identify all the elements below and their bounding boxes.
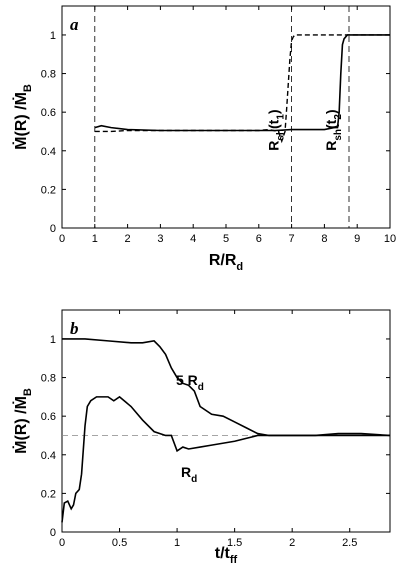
panel-a-y-tick-label: 1 [50,30,56,42]
panel-a-x-tick-label: 3 [157,233,163,245]
panel-a-x-tick-label: 4 [190,233,196,245]
panel-a-x-tick-label: 5 [223,233,229,245]
shock-radius-annotation-part: R [323,141,339,151]
shock-radius-annotation-part: ) [266,109,282,114]
panel-a-x-axis-label-sub: d [236,261,243,273]
shock-radius-annotation-part: 2 [333,114,344,120]
series-label-rd-main: R [181,464,191,480]
series-label-5rd-sub: d [198,382,204,393]
panel-a-y-ticks: 0 0.2 0.4 0.6 0.8 1 [41,30,390,235]
series-label-5rd-main: 5 R [176,372,198,388]
panel-b-x-axis-label-sub: ff [230,554,238,566]
panel-a-y-tick-label: 0.4 [41,146,56,158]
panel-b-x-axis-label-main: t/t [215,545,231,562]
panel-a: 0 1 2 3 4 5 6 7 8 9 10 00.20.40.60.81 Rsh(t1)Rsh(t… [12,5,396,273]
panel-a-x-tick-label: 7 [289,233,295,245]
series-line-solid [94,34,390,132]
panel-b-y-tick-label: 0.6 [41,411,56,423]
panel-b-y-axis-label: Ṁ(R) /ṀB [12,388,34,454]
shock-radius-annotation: Rsh(t1) [266,109,287,150]
panel-b-x-tick-label: 2 [289,537,295,549]
panel-a-y-tick-label: 0.6 [41,107,56,119]
panel-a-y-axis-label-sub: B [22,84,34,92]
panel-a-y-tick-label: 0 [50,223,56,235]
panel-a-x-tick-label: 2 [125,233,131,245]
panel-b-series [61,338,391,523]
panel-b-y-tick-label: 0.2 [41,488,56,500]
panel-b-x-tick-label: 2.5 [342,537,357,549]
panel-b-y-axis-label-main: Ṁ(R) /Ṁ [12,396,30,454]
panel-a-x-axis-label-main: R/R [209,252,237,269]
panel-a-x-axis-label: R/Rd [209,252,243,273]
panel-a-x-tick-label: 0 [59,233,65,245]
panel-b-x-axis-label: t/tff [215,545,238,566]
shock-radius-annotation-part: 1 [276,114,287,120]
panel-b-frame [61,309,391,533]
panel-b-y-axis-label-sub: B [22,388,34,396]
series-line-5rd [62,338,391,437]
panel-a-x-tick-label: 10 [384,233,396,245]
panel-b: 0 0.5 1 1.5 2 2.5 00.20.40.60.81 b 5 Rd Rd t/… [12,309,391,566]
panel-a-x-tick-label: 1 [92,233,98,245]
shock-radius-annotation-part: (t [266,119,282,129]
series-line-rd [61,395,390,523]
panel-b-x-ticks: 0 0.5 1 1.5 2 2.5 [59,310,357,549]
panel-a-x-tick-label: 9 [354,233,360,245]
panel-a-vertical-lines [94,6,350,228]
panel-a-y-axis-label: Ṁ(R) /ṀB [12,84,34,150]
panel-a-y-axis-label-main: Ṁ(R) /Ṁ [12,92,30,150]
panel-a-annotations: Rsh(t1)Rsh(t2) [266,109,344,150]
panel-a-series [94,34,390,144]
shock-radius-annotation-part: ) [323,109,339,114]
shock-radius-annotation-part: R [266,141,282,151]
series-line-dashed [94,34,390,144]
panel-b-x-tick-label: 0.5 [112,537,127,549]
panel-b-x-tick-label: 1 [174,537,180,549]
panel-a-x-tick-label: 6 [256,233,262,245]
panel-b-x-tick-label: 0 [59,537,65,549]
shock-radius-annotation-part: sh [333,129,344,141]
series-label-rd-sub: d [191,474,197,485]
shock-radius-annotation-part: sh [276,129,287,141]
panel-b-y-tick-label: 0.4 [41,450,56,462]
panel-b-y-tick-label: 0 [50,527,56,539]
panel-b-y-tick-label: 0.8 [41,373,56,385]
series-label-5rd: 5 Rd [176,372,204,393]
panel-b-y-ticks: 0 0.2 0.4 0.6 0.8 1 [41,334,390,539]
panel-b-x-tick-label: 1.5 [227,537,242,549]
panel-a-x-tick-label: 8 [321,233,327,245]
shock-radius-annotation: Rsh(t2) [323,109,344,150]
panel-a-y-tick-label: 0.8 [41,69,56,81]
panel-b-label: b [70,319,79,338]
panel-a-x-ticks: 0 1 2 3 4 5 6 7 8 9 10 [59,6,396,245]
series-label-rd: Rd [181,464,197,485]
panel-b-y-tick-label: 1 [50,334,56,346]
panel-a-y-tick-label: 0.2 [41,184,56,196]
shock-radius-annotation-part: (t [323,119,339,129]
panel-a-label: a [70,15,79,34]
